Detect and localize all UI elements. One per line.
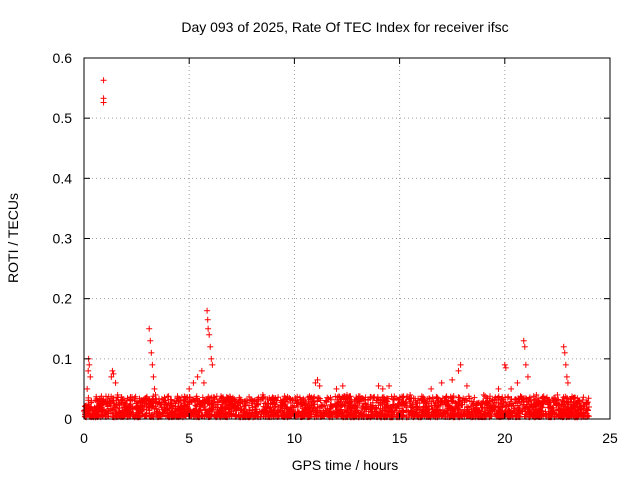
y-tick-label: 0.3 — [53, 231, 73, 247]
data-point — [583, 400, 590, 407]
y-tick-label: 0.5 — [53, 110, 73, 126]
data-point — [100, 99, 107, 106]
data-point — [114, 391, 121, 398]
data-point — [85, 367, 92, 374]
data-points — [81, 77, 592, 421]
data-point — [563, 373, 570, 380]
data-point — [386, 382, 393, 389]
y-axis-label: ROTI / TECUs — [5, 193, 21, 283]
data-point — [149, 361, 156, 368]
data-point — [208, 355, 215, 362]
data-point — [228, 403, 235, 410]
data-point — [522, 361, 529, 368]
data-point — [152, 391, 159, 398]
data-point — [520, 337, 527, 344]
tick-labels: 0 5 10 15 20 25 0 0.1 0.2 0.3 0.4 0.5 0.6 — [53, 50, 618, 446]
data-point — [554, 391, 561, 398]
data-point — [344, 391, 350, 398]
data-point — [561, 349, 568, 356]
data-point — [109, 367, 116, 374]
data-point — [457, 361, 464, 368]
data-point — [86, 361, 93, 368]
data-point — [209, 361, 216, 368]
data-point — [249, 397, 256, 404]
data-point — [314, 376, 321, 383]
chart-title: Day 093 of 2025, Rate Of TEC Index for r… — [181, 19, 508, 35]
data-point — [339, 382, 346, 389]
data-point — [502, 364, 509, 371]
data-point — [463, 382, 470, 389]
data-point — [533, 391, 540, 398]
y-tick-label: 0.6 — [53, 50, 73, 66]
x-tick-label: 5 — [185, 430, 193, 446]
data-point — [204, 316, 211, 323]
data-point — [146, 325, 153, 332]
grid-lines — [84, 58, 610, 419]
data-point — [375, 382, 382, 389]
data-point — [449, 376, 456, 383]
data-point — [524, 373, 531, 380]
data-point — [333, 385, 340, 392]
data-point — [88, 397, 95, 404]
plot-frame — [83, 57, 611, 420]
data-point — [316, 382, 323, 389]
data-point — [108, 373, 115, 380]
x-tick-label: 10 — [287, 430, 303, 446]
data-point — [438, 379, 445, 386]
data-point — [312, 379, 319, 386]
data-point — [508, 385, 515, 392]
data-point — [200, 379, 207, 386]
data-point — [585, 403, 592, 410]
data-point — [379, 385, 386, 392]
data-point — [198, 367, 205, 374]
data-point — [205, 325, 212, 332]
data-point — [148, 349, 155, 356]
data-point — [428, 385, 435, 392]
x-axis-label: GPS time / hours — [292, 457, 399, 473]
data-point — [280, 397, 287, 404]
data-point — [150, 373, 157, 380]
data-point — [206, 331, 213, 338]
data-point — [204, 307, 211, 314]
y-tick-label: 0.4 — [53, 170, 73, 186]
data-point — [194, 373, 201, 380]
x-tick-label: 0 — [80, 430, 88, 446]
data-point — [190, 379, 197, 386]
data-point — [84, 385, 91, 392]
x-tick-label: 15 — [392, 430, 408, 446]
data-point — [82, 409, 89, 416]
data-point — [562, 361, 569, 368]
axis-ticks — [83, 57, 611, 420]
data-point — [87, 373, 94, 380]
data-point — [177, 403, 184, 410]
data-point — [407, 391, 414, 398]
data-point — [455, 367, 462, 374]
data-point — [501, 361, 508, 368]
y-tick-label: 0.2 — [53, 291, 73, 307]
x-tick-label: 20 — [497, 430, 513, 446]
y-tick-label: 0 — [64, 411, 72, 427]
data-point-band — [81, 393, 592, 421]
data-point — [186, 385, 193, 392]
data-point — [480, 391, 487, 398]
x-tick-label: 25 — [602, 430, 618, 446]
data-point — [207, 343, 214, 350]
data-point — [259, 391, 266, 398]
data-point — [560, 343, 567, 350]
data-point — [173, 397, 180, 404]
data-point — [514, 379, 521, 386]
data-point — [521, 343, 528, 350]
data-point — [151, 385, 158, 392]
y-tick-label: 0.1 — [53, 351, 73, 367]
data-point — [147, 337, 154, 344]
data-point — [543, 394, 550, 401]
data-point — [100, 77, 107, 84]
data-point — [112, 379, 119, 386]
data-point — [110, 370, 117, 377]
data-point — [564, 379, 571, 386]
data-point — [495, 385, 502, 392]
data-point — [575, 397, 582, 404]
